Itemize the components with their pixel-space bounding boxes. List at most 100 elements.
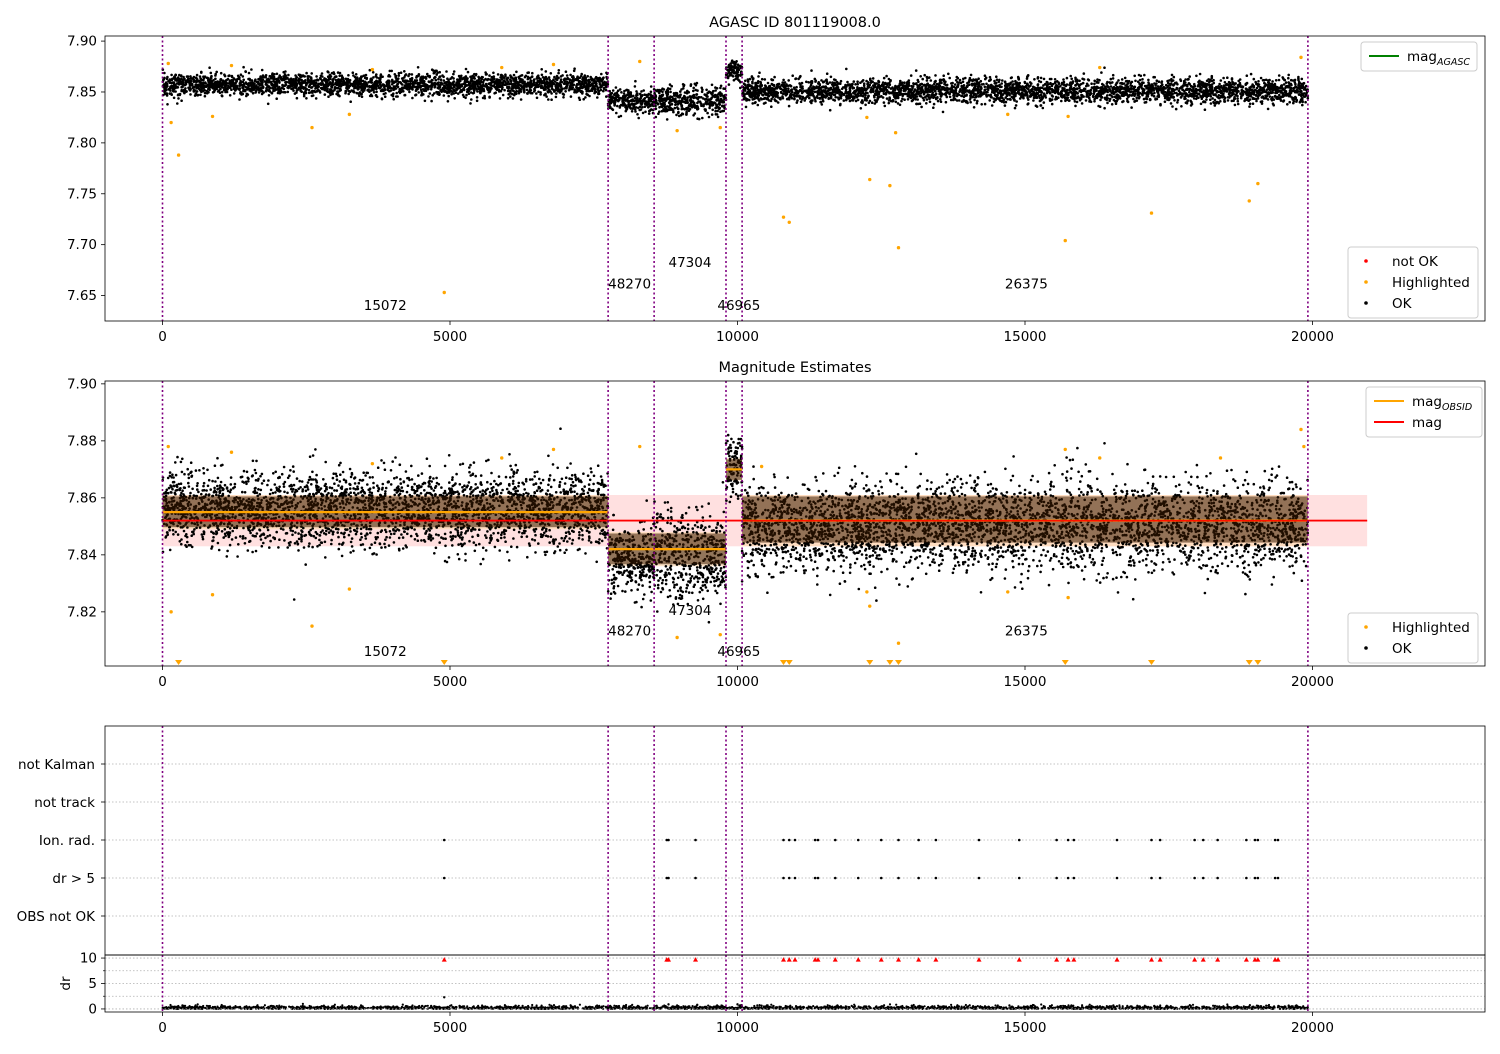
agasc-ok-point: [529, 89, 532, 92]
agasc-ok-point: [728, 74, 731, 77]
agasc-ok-point: [465, 94, 468, 97]
agasc-ok-point: [693, 94, 696, 97]
agasc-ok-point: [734, 64, 737, 67]
agasc-ok-point: [620, 91, 623, 94]
agasc-ok-point: [336, 87, 339, 90]
agasc-ok-point: [1026, 103, 1029, 106]
agasc-ok-point: [488, 74, 491, 77]
agasc-ok-point: [737, 75, 740, 78]
agasc-ok-point: [641, 94, 644, 97]
agasc-ok-point: [577, 89, 580, 92]
agasc-ok-point: [431, 79, 434, 82]
agasc-ok-point: [260, 76, 263, 79]
agasc-ok-point: [268, 89, 271, 92]
agasc-ok-point: [701, 117, 704, 120]
agasc-ok-point: [676, 103, 679, 106]
agasc-ok-point: [310, 72, 313, 75]
agasc-ok-point: [1101, 83, 1104, 86]
agasc-ok-point: [272, 78, 275, 81]
agasc-ok-point: [356, 76, 359, 79]
agasc-ok-point: [551, 85, 554, 88]
agasc-ok-point: [1286, 103, 1289, 106]
agasc-ok-point: [907, 98, 910, 101]
agasc-ok-point: [402, 90, 405, 93]
agasc-ok-point: [283, 88, 286, 91]
agasc-ok-point: [603, 87, 606, 90]
agasc-ok-point: [1119, 97, 1122, 100]
agasc-ok-point: [251, 89, 254, 92]
agasc-ok-point: [221, 94, 224, 97]
agasc-ok-point: [619, 106, 622, 109]
agasc-ok-point: [1210, 102, 1213, 105]
agasc-ok-point: [615, 112, 618, 115]
agasc-ok-point: [555, 96, 558, 99]
agasc-ok-point: [934, 74, 937, 77]
agasc-ok-point: [252, 92, 255, 95]
agasc-ok-point: [431, 68, 434, 71]
agasc-ok-point: [315, 87, 318, 90]
agasc-ok-point: [627, 91, 630, 94]
agasc-ok-point: [772, 79, 775, 82]
agasc-ok-point: [594, 90, 597, 93]
agasc-ok-point: [408, 73, 411, 76]
agasc-ok-point: [358, 82, 361, 85]
agasc-ok-point: [422, 88, 425, 91]
agasc-ok-point: [338, 75, 341, 78]
agasc-ok-point: [295, 84, 298, 87]
agasc-ok-point: [248, 88, 251, 91]
agasc-ok-point: [227, 75, 230, 78]
agasc-ok-point: [604, 81, 607, 84]
agasc-ok-point: [630, 93, 633, 96]
agasc-ok-point: [481, 76, 484, 79]
agasc-ok-point: [600, 86, 603, 89]
agasc-ok-point: [1100, 71, 1103, 74]
agasc-ok-point: [477, 76, 480, 79]
agasc-ok-point: [453, 97, 456, 100]
agasc-ok-point: [551, 83, 554, 86]
agasc-ok-point: [511, 93, 514, 96]
agasc-ok-point: [306, 81, 309, 84]
agasc-ok-point: [996, 78, 999, 81]
agasc-ok-point: [379, 78, 382, 81]
agasc-ok-point: [641, 106, 644, 109]
agasc-ok-point: [935, 93, 938, 96]
agasc-ok-point: [1081, 102, 1084, 105]
agasc-ok-point: [352, 71, 355, 74]
agasc-ok-point: [358, 95, 361, 98]
agasc-ok-point: [180, 99, 183, 102]
agasc-ok-point: [424, 100, 427, 103]
agasc-ok-point: [1014, 107, 1017, 110]
agasc-ok-point: [489, 83, 492, 86]
agasc-ok-point: [370, 80, 373, 83]
agasc-ok-point: [1173, 99, 1176, 102]
agasc-ok-point: [728, 72, 731, 75]
agasc-ok-point: [450, 93, 453, 96]
agasc-ok-point: [1285, 81, 1288, 84]
agasc-ok-point: [757, 75, 760, 78]
agasc-ok-point: [367, 81, 370, 84]
agasc-ok-point: [650, 85, 653, 88]
agasc-ok-point: [1141, 78, 1144, 81]
agasc-ok-point: [653, 92, 656, 95]
agasc-ok-point: [380, 81, 383, 84]
agasc-ok-point: [269, 75, 272, 78]
agasc-ok-point: [285, 81, 288, 84]
agasc-ok-point: [991, 104, 994, 107]
agasc-ok-point: [163, 90, 166, 93]
agasc-ok-point: [461, 78, 464, 81]
agasc-ok-point: [609, 96, 612, 99]
agasc-ok-point: [260, 79, 263, 82]
agasc-ok-point: [492, 80, 495, 83]
agasc-ok-point: [218, 89, 221, 92]
agasc-ok-point: [453, 70, 456, 73]
agasc-ok-point: [550, 98, 553, 101]
agasc-ok-point: [573, 91, 576, 94]
agasc-ok-point: [262, 91, 265, 94]
agasc-ok-point: [333, 73, 336, 76]
agasc-ok-point: [827, 98, 830, 101]
agasc-ok-point: [566, 77, 569, 80]
agasc-ok-point: [200, 71, 203, 74]
agasc-ok-point: [707, 92, 710, 95]
agasc-ok-point: [445, 70, 448, 73]
agasc-ok-point: [672, 109, 675, 112]
